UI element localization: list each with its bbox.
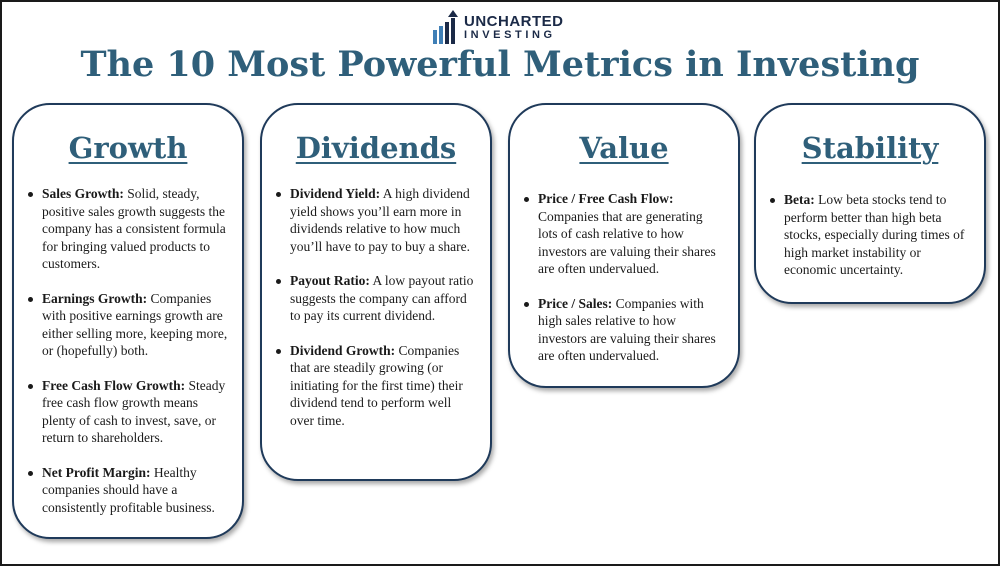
list-item: Net Profit Margin: Healthy companies sho…: [28, 464, 228, 517]
metric-name: Earnings Growth:: [42, 290, 148, 306]
metric-list: Dividend Yield: A high dividend yield sh…: [276, 185, 476, 446]
logo-line-2: INVESTING: [464, 28, 556, 41]
bar-chart-arrow-icon: [433, 10, 458, 44]
metric-name: Free Cash Flow Growth:: [42, 377, 186, 393]
list-item: Price / Free Cash Flow: Companies that a…: [524, 190, 724, 278]
metric-name: Net Profit Margin:: [42, 464, 151, 480]
list-item: Dividend Growth: Companies that are stea…: [276, 342, 476, 430]
metric-name: Payout Ratio:: [290, 273, 370, 288]
metric-text: Companies that are steadily growing (or …: [290, 342, 463, 428]
metric-list: Price / Free Cash Flow: Companies that a…: [524, 190, 724, 382]
list-item: Price / Sales: Companies with high sales…: [524, 295, 724, 365]
metric-text: Steady free cash flow growth means plent…: [42, 377, 226, 446]
list-item: Free Cash Flow Growth: Steady free cash …: [28, 377, 228, 447]
card-title: Stability: [801, 131, 939, 165]
metric-name: Beta:: [784, 192, 815, 207]
card-value: Value Price / Free Cash Flow: Companies …: [508, 103, 740, 388]
metric-text: Companies with high sales relative to ho…: [538, 295, 716, 364]
metric-text: Low beta stocks tend to perform better t…: [784, 192, 965, 277]
metric-name: Price / Free Cash Flow:: [538, 191, 674, 206]
metric-list: Beta: Low beta stocks tend to perform be…: [770, 191, 970, 296]
metric-text: A high dividend yield shows you’ll earn …: [290, 186, 470, 254]
card-title: Value: [579, 131, 669, 165]
card-dividends: Dividends Dividend Yield: A high dividen…: [260, 103, 492, 481]
metric-name: Price / Sales:: [538, 295, 613, 311]
card-stability: Stability Beta: Low beta stocks tend to …: [754, 103, 986, 304]
logo: UNCHARTED INVESTING: [433, 10, 564, 44]
page-title: The 10 Most Powerful Metrics in Investin…: [80, 44, 920, 85]
metric-name: Sales Growth:: [42, 186, 124, 201]
metric-text: Healthy companies should have a consiste…: [42, 464, 215, 515]
list-item: Dividend Yield: A high dividend yield sh…: [276, 185, 476, 255]
list-item: Beta: Low beta stocks tend to perform be…: [770, 191, 970, 279]
list-item: Sales Growth: Solid, steady, positive sa…: [28, 185, 228, 273]
metric-name: Dividend Yield:: [290, 186, 381, 201]
logo-line-1: UNCHARTED: [464, 12, 564, 30]
list-item: Earnings Growth: Companies with positive…: [28, 290, 228, 360]
metric-text: Solid, steady, positive sales growth sug…: [42, 186, 226, 271]
metric-text: Companies that are generating lots of ca…: [538, 208, 716, 277]
card-growth: Growth Sales Growth: Solid, steady, posi…: [12, 103, 244, 539]
logo-text: UNCHARTED INVESTING: [464, 14, 564, 41]
metric-text: A low payout ratio suggests the company …: [290, 273, 474, 323]
metric-list: Sales Growth: Solid, steady, positive sa…: [28, 185, 228, 533]
card-title: Dividends: [295, 131, 457, 165]
metric-text: Companies with positive earnings growth …: [42, 290, 228, 359]
list-item: Payout Ratio: A low payout ratio suggest…: [276, 272, 476, 325]
metric-name: Dividend Growth:: [290, 342, 396, 358]
card-title: Growth: [68, 131, 188, 165]
